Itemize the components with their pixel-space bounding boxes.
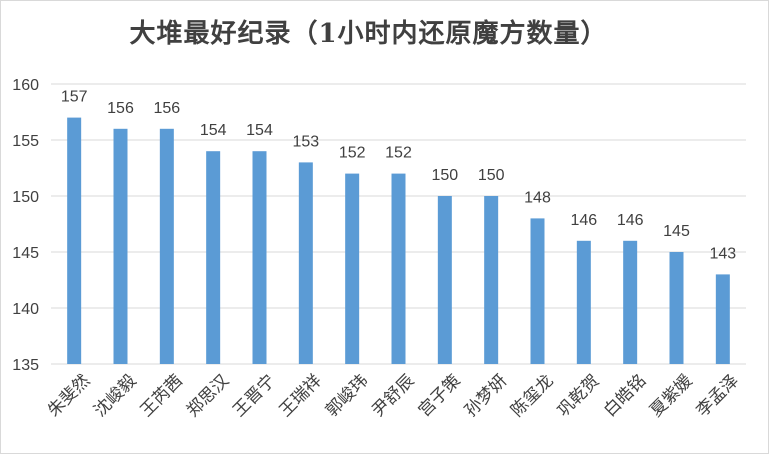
bar: [206, 151, 221, 364]
data-label: 152: [385, 145, 412, 162]
y-tick-label: 150: [12, 189, 39, 206]
bar: [437, 196, 452, 364]
chart-title: 大堆最好纪录（1小时内还原魔方数量）: [129, 19, 608, 49]
y-tick-label: 160: [12, 77, 39, 94]
category-label: 陈玺龙: [507, 371, 557, 421]
y-tick-label: 155: [12, 133, 39, 150]
category-label: 李孟泽: [693, 371, 743, 421]
category-label: 白皓铭: [600, 371, 650, 421]
bar: [576, 240, 591, 364]
data-label: 156: [107, 100, 134, 117]
category-label: 宫子策: [415, 371, 465, 421]
category-label: 郑思汉: [183, 371, 233, 421]
bar: [715, 274, 730, 364]
data-label: 156: [153, 100, 180, 117]
bar: [345, 173, 360, 364]
category-label: 王芮茜: [137, 371, 187, 421]
bar: [530, 218, 545, 364]
category-label: 夏紫媛: [646, 371, 696, 421]
data-label: 143: [709, 245, 736, 262]
y-tick-label: 145: [12, 245, 39, 262]
data-label: 150: [431, 167, 458, 184]
data-label: 150: [478, 167, 505, 184]
category-label: 王瑞祥: [276, 371, 326, 421]
y-tick-label: 135: [12, 357, 39, 374]
bar: [623, 240, 638, 364]
data-label: 148: [524, 189, 551, 206]
category-label: 巩乾贺: [554, 371, 604, 421]
bar: [67, 117, 82, 364]
category-label: 尹舒辰: [368, 371, 418, 421]
data-label: 154: [246, 122, 273, 139]
data-label: 146: [570, 212, 597, 229]
data-label: 146: [617, 212, 644, 229]
data-label: 152: [339, 145, 366, 162]
data-label: 145: [663, 223, 690, 240]
bar: [391, 173, 406, 364]
category-label: 王晋宁: [229, 371, 279, 421]
data-label: 153: [292, 133, 319, 150]
bar: [159, 128, 174, 364]
y-tick-label: 140: [12, 301, 39, 318]
category-label: 郭峻玮: [322, 371, 372, 421]
bar: [252, 151, 267, 364]
data-label: 157: [61, 89, 88, 106]
bar: [298, 162, 313, 364]
category-label: 孙梦妍: [461, 371, 511, 421]
data-label: 154: [200, 122, 227, 139]
bar: [484, 196, 499, 364]
category-label: 朱斐然: [44, 371, 94, 421]
bar: [113, 128, 128, 364]
category-label: 沈峻毅: [90, 371, 140, 421]
bar: [669, 252, 684, 364]
